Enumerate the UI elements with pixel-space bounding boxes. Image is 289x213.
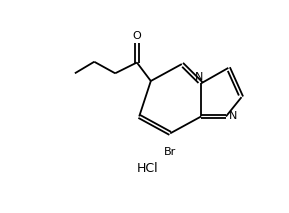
Text: N: N <box>229 111 238 121</box>
Text: O: O <box>132 31 141 41</box>
Text: HCl: HCl <box>137 161 159 174</box>
Text: N: N <box>195 72 203 82</box>
Text: Br: Br <box>164 147 176 157</box>
